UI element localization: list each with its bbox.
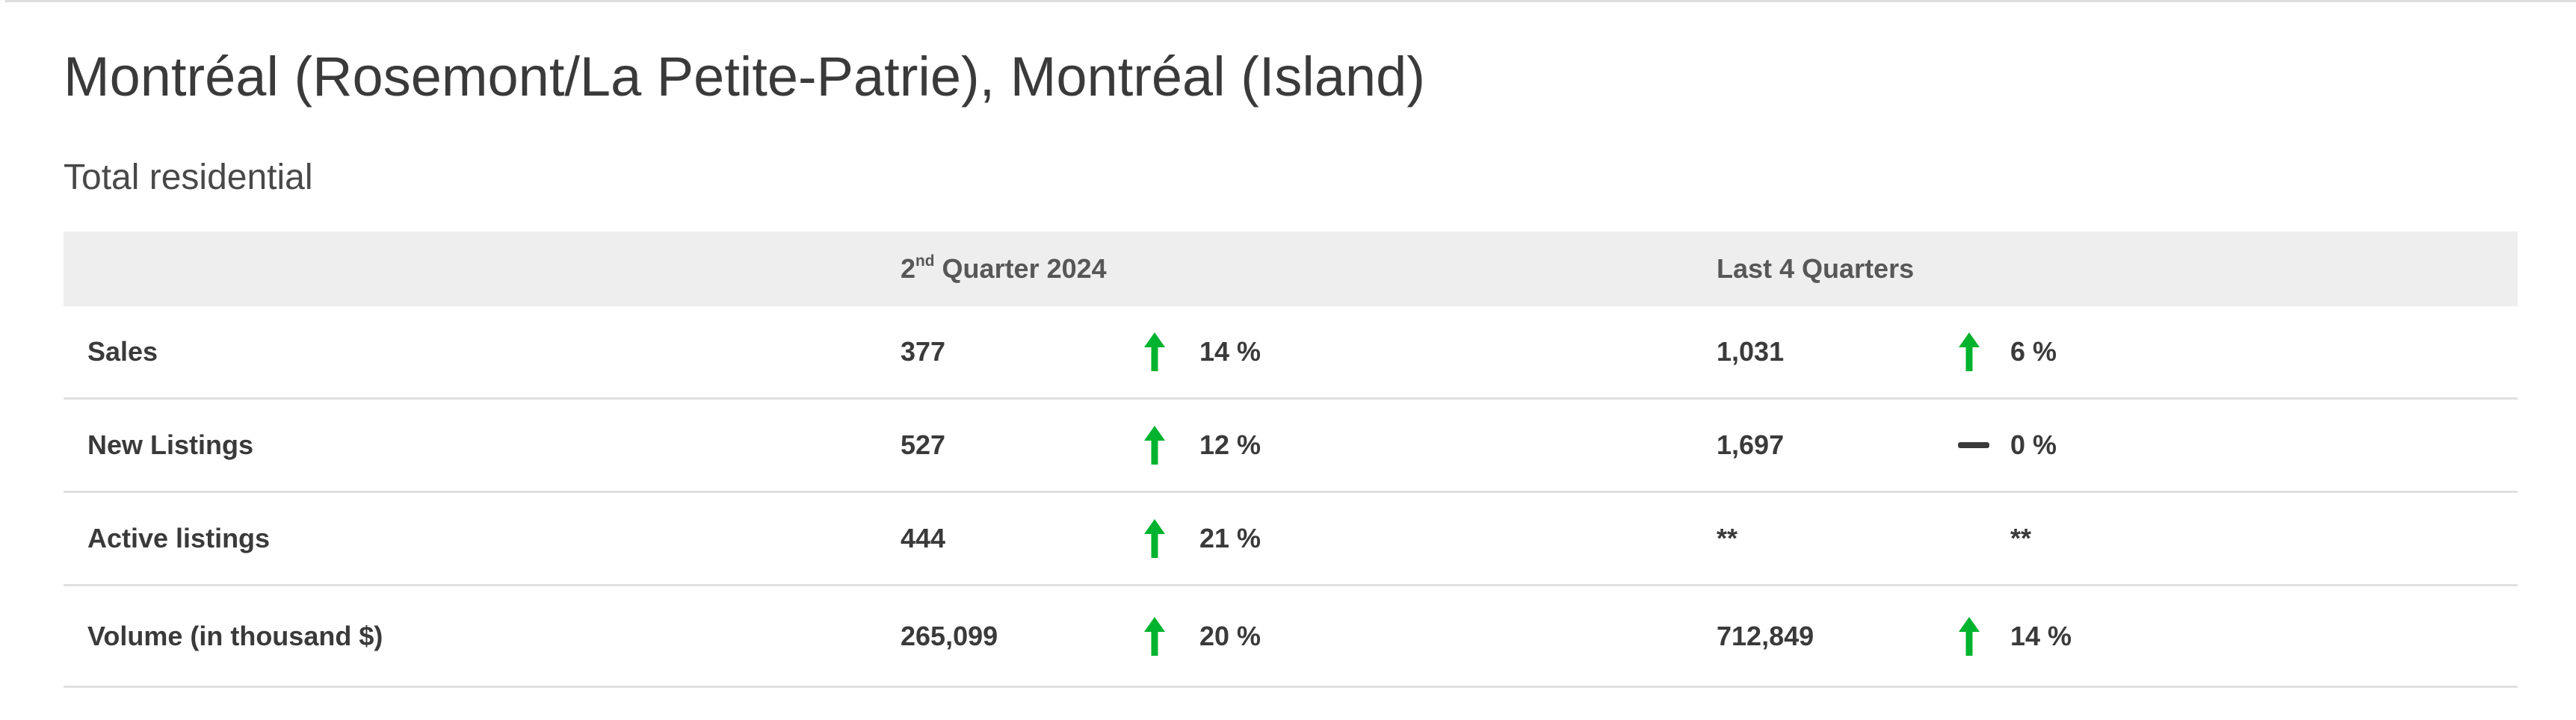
q2-change-percent: 20 % <box>1199 620 1261 651</box>
q2-value: 444 <box>901 523 946 553</box>
table-row-active-listings: Active listings 444 21 % ** ** <box>64 493 2518 586</box>
q2-value: 527 <box>901 429 946 460</box>
l4q-change-percent: 14 % <box>2010 620 2072 651</box>
table-row-new-listings: New Listings 527 12 % 1,697 0 % <box>64 400 2518 493</box>
l4q-value: ** <box>1717 523 1738 553</box>
l4q-trend-cell <box>1958 306 2010 397</box>
l4q-value: 1,031 <box>1717 336 1785 367</box>
table-row-sales: Sales 377 14 % 1,031 6 % <box>64 306 2518 400</box>
row-label: Sales <box>87 336 158 367</box>
up-arrow-icon <box>1144 519 1165 558</box>
l4q-trend-cell <box>1958 586 2010 686</box>
up-arrow-icon <box>1144 426 1165 465</box>
up-arrow-icon <box>1959 616 1980 656</box>
row-label: Volume (in thousand $) <box>87 620 383 651</box>
l4q-value: 1,697 <box>1717 429 1785 460</box>
top-divider-line <box>4 0 2576 2</box>
up-arrow-icon <box>1144 616 1165 656</box>
q2-change-percent: 21 % <box>1199 523 1261 553</box>
l4q-change-percent: ** <box>2010 523 2032 553</box>
dash-icon <box>1958 442 1989 448</box>
q2-trend-cell <box>1143 306 1199 397</box>
l4q-change-percent: 0 % <box>2010 429 2057 460</box>
q2-change-percent: 14 % <box>1199 336 1261 367</box>
q2-change-percent: 12 % <box>1199 429 1261 460</box>
last-4-quarters-column-header: Last 4 Quarters <box>1717 253 1915 284</box>
l4q-change-percent: 6 % <box>2010 336 2057 367</box>
row-label: Active listings <box>87 523 271 553</box>
up-arrow-icon <box>1959 332 1980 371</box>
row-label: New Listings <box>87 429 254 460</box>
q2-trend-cell <box>1143 586 1199 686</box>
l4q-trend-cell <box>1958 493 2010 584</box>
q2-value: 265,099 <box>901 620 998 651</box>
table-row-volume: Volume (in thousand $) 265,099 20 % 712,… <box>64 586 2518 688</box>
q2-trend-cell <box>1143 493 1199 584</box>
q2-trend-cell <box>1143 400 1199 491</box>
statistics-table: 2nd Quarter 2024 Last 4 Quarters Sales 3… <box>64 232 2518 688</box>
page-subtitle: Total residential <box>64 158 313 197</box>
l4q-value: 712,849 <box>1717 620 1814 651</box>
l4q-trend-cell <box>1958 400 2010 491</box>
up-arrow-icon <box>1144 332 1165 371</box>
q2-2024-column-header: 2nd Quarter 2024 <box>901 252 1107 284</box>
table-header-row: 2nd Quarter 2024 Last 4 Quarters <box>64 232 2518 306</box>
q2-value: 377 <box>901 336 946 367</box>
page-title: Montréal (Rosemont/La Petite-Patrie), Mo… <box>64 46 1425 108</box>
ordinal-superscript: nd <box>915 252 935 270</box>
